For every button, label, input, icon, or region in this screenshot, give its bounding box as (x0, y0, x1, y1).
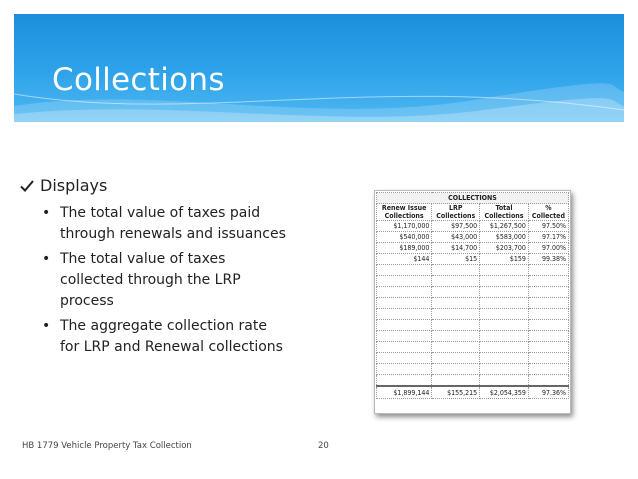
empty-row (375, 319, 570, 331)
column-header: Renew Issue Collections (375, 203, 433, 221)
table-title-row: COLLECTIONS (376, 192, 569, 204)
table-row: $540,000 $43,000 $583,000 97.17% (375, 231, 570, 243)
table-row: $189,000 $14,700 $203,700 97.00% (375, 242, 570, 254)
bullet-item: • The total value of taxes paid through r… (42, 205, 286, 242)
total-cell: $155,215 (431, 385, 481, 399)
title-banner: Collections (14, 14, 624, 122)
table-cell: 97.50% (527, 220, 570, 232)
bullet-item: • The aggregate collection rate for LRP a… (42, 318, 283, 355)
table-row: $1,170,000 $97,500 $1,267,500 97.50% (375, 220, 570, 232)
heading-text: Displays (40, 176, 108, 195)
empty-row (375, 363, 570, 375)
bullet-dot: • (42, 318, 51, 334)
footer-text: HB 1779 Vehicle Property Tax Collection (22, 441, 192, 451)
table-cell: $540,000 (375, 231, 433, 243)
table-cell: $189,000 (375, 242, 433, 254)
total-cell: $1,899,144 (375, 385, 433, 399)
bullet-list: • The total value of taxes paid through r… (20, 203, 350, 358)
table-cell: $583,000 (479, 231, 529, 243)
collections-table: COLLECTIONS Renew Issue Collections LRP … (375, 192, 570, 399)
collections-table-image: COLLECTIONS Renew Issue Collections LRP … (374, 190, 571, 414)
checkmark-heading: Displays (20, 176, 350, 195)
table-cell: $43,000 (431, 231, 481, 243)
empty-row (375, 297, 570, 309)
checkmark-icon (20, 179, 34, 192)
empty-row (375, 374, 570, 387)
bullet-dot: • (42, 205, 51, 221)
table-header-row: Renew Issue Collections LRP Collections … (375, 203, 570, 221)
empty-row (375, 286, 570, 298)
column-header: Total Collections (479, 203, 529, 221)
page-number: 20 (318, 441, 329, 451)
empty-row (375, 308, 570, 320)
table-cell: $159 (479, 253, 529, 265)
table-cell: $203,700 (479, 242, 529, 254)
table-cell: $15 (431, 253, 481, 265)
table-cell: 97.00% (527, 242, 570, 254)
table-cell: $14,700 (431, 242, 481, 254)
column-header: LRP Collections (431, 203, 481, 221)
table-cell: $1,170,000 (375, 220, 433, 232)
empty-row (375, 330, 570, 342)
table-cell: 99.38% (527, 253, 570, 265)
total-row: $1,899,144 $155,215 $2,054,359 97.36% (375, 385, 570, 399)
empty-row (375, 341, 570, 353)
table-cell: $1,267,500 (479, 220, 529, 232)
total-cell: $2,054,359 (479, 385, 529, 399)
table-cell: $97,500 (431, 220, 481, 232)
table-title: COLLECTIONS (376, 192, 569, 204)
slide-content: Displays • The total value of taxes paid … (20, 176, 350, 362)
table-cell: $144 (375, 253, 433, 265)
table-row: $144 $15 $159 99.38% (375, 253, 570, 265)
table-cell: 97.17% (527, 231, 570, 243)
empty-row (375, 275, 570, 287)
empty-row (375, 352, 570, 364)
bullet-dot: • (42, 251, 51, 267)
empty-row (375, 264, 570, 276)
total-cell: 97.36% (527, 385, 570, 399)
bullet-item: • The total value of taxes collected thro… (42, 251, 241, 309)
slide-title: Collections (52, 62, 225, 98)
column-header: % Collected (527, 203, 570, 221)
wave-decoration (14, 83, 624, 122)
